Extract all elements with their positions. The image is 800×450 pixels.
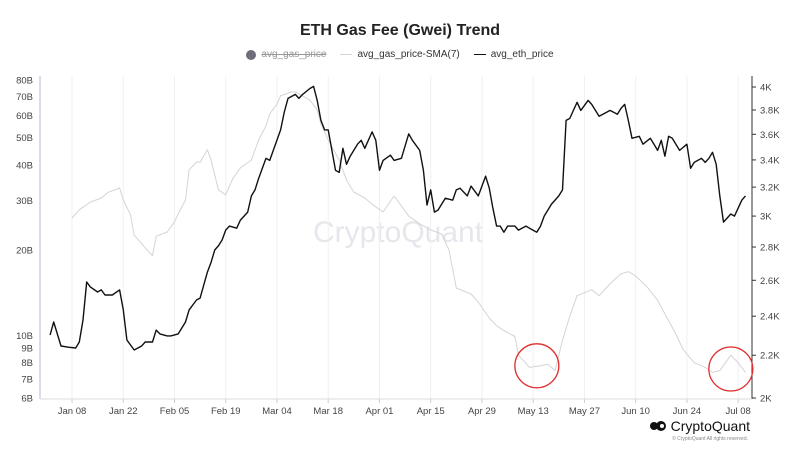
eth-price-line xyxy=(49,85,747,351)
left-tick-label: 50B xyxy=(16,133,33,144)
left-tick-label: 20B xyxy=(16,246,33,257)
x-tick-label: Feb 19 xyxy=(211,406,241,417)
right-tick-label: 2.8K xyxy=(760,243,780,254)
x-tick-label: May 13 xyxy=(518,406,549,417)
chart-title: ETH Gas Fee (Gwei) Trend xyxy=(299,22,501,39)
legend-marker-dot xyxy=(246,49,257,60)
left-tick-label: 10B xyxy=(16,331,33,342)
x-tick-label: Mar 18 xyxy=(313,406,343,417)
right-tick-label: 2.2K xyxy=(760,351,780,362)
highlight-circle xyxy=(514,343,560,389)
right-tick-label: 3.4K xyxy=(760,155,780,166)
left-tick-label: 30B xyxy=(16,196,33,207)
x-tick-label: Jun 24 xyxy=(673,406,702,417)
right-tick-label: 2.6K xyxy=(760,276,780,287)
right-tick-label: 2K xyxy=(760,394,772,405)
right-tick-label: 3K xyxy=(760,212,772,223)
cryptoquant-logo-icon xyxy=(649,421,666,431)
right-tick-label: 3.2K xyxy=(760,183,780,194)
copyright: © CryptoQuant All rights reserved. xyxy=(672,436,748,442)
legend-item-eth-price[interactable]: avg_eth_price xyxy=(473,49,554,60)
x-tick-label: Apr 15 xyxy=(417,406,445,417)
x-tick-label: Jun 10 xyxy=(621,406,650,417)
left-tick-label: 9B xyxy=(21,344,33,355)
legend-item-avg-gas-price[interactable]: avg_gas_price xyxy=(246,49,326,60)
left-tick-label: 6B xyxy=(21,394,33,405)
left-tick-label: 60B xyxy=(16,111,33,122)
legend-label: avg_eth_price xyxy=(490,49,554,60)
legend-item-sma[interactable]: avg_gas_price-SMA(7) xyxy=(340,49,460,60)
left-tick-label: 40B xyxy=(16,161,33,172)
x-tick-label: Apr 01 xyxy=(365,406,393,417)
legend-label: avg_gas_price-SMA(7) xyxy=(357,49,460,60)
x-tick-label: Jul 08 xyxy=(725,406,750,417)
legend: avg_gas_price avg_gas_price-SMA(7) avg_e… xyxy=(0,49,800,60)
x-tick-label: Jan 22 xyxy=(109,406,138,417)
right-tick-label: 2.4K xyxy=(760,312,780,323)
x-tick-label: Feb 05 xyxy=(160,406,190,417)
right-tick-label: 4K xyxy=(760,83,772,94)
legend-label: avg_gas_price xyxy=(261,49,327,60)
left-tick-label: 8B xyxy=(21,358,33,369)
brand-name: CryptoQuant xyxy=(670,418,750,434)
x-tick-label: Mar 04 xyxy=(262,406,292,417)
watermark: CryptoQuant xyxy=(313,216,484,249)
left-tick-label: 80B xyxy=(16,76,33,87)
legend-marker-line xyxy=(473,53,486,56)
legend-marker-line xyxy=(340,53,353,56)
right-tick-label: 3.8K xyxy=(760,106,780,117)
sma-gas-price-line xyxy=(71,91,746,373)
highlight-circle xyxy=(708,346,754,392)
left-tick-label: 70B xyxy=(16,92,33,103)
right-tick-label: 3.6K xyxy=(760,130,780,141)
brand-logo: CryptoQuant xyxy=(649,418,750,434)
x-tick-label: Jan 08 xyxy=(58,406,87,417)
x-tick-label: Apr 29 xyxy=(468,406,496,417)
left-tick-label: 7B xyxy=(21,375,33,386)
x-tick-label: May 27 xyxy=(569,406,600,417)
